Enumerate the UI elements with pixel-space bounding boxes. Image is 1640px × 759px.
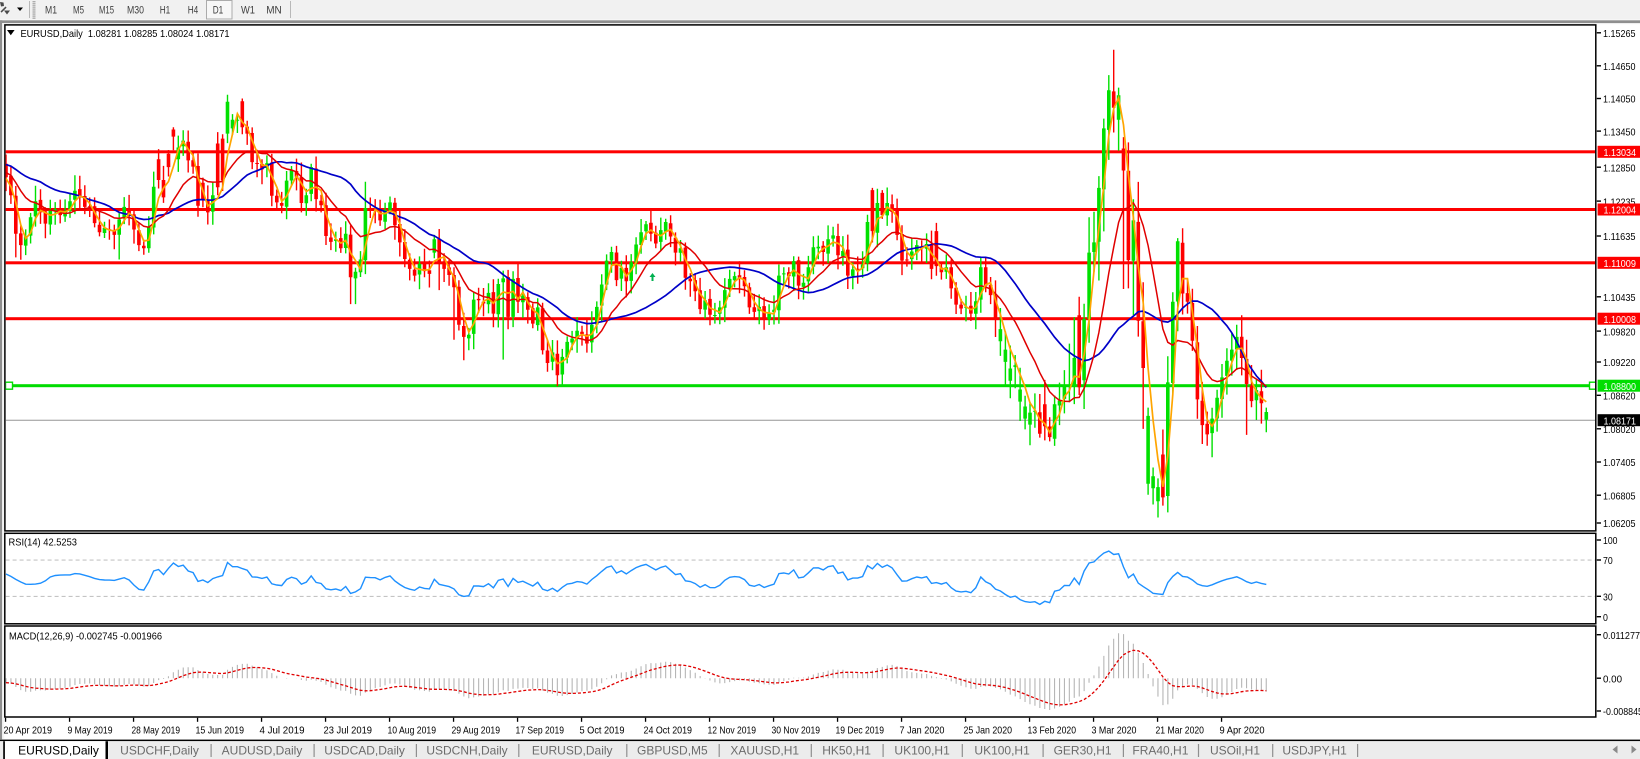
svg-text:24 Oct 2019: 24 Oct 2019 [644, 724, 693, 736]
svg-text:0: 0 [1603, 612, 1608, 624]
svg-text:XAUUSD,H1: XAUUSD,H1 [730, 743, 799, 757]
svg-text:M30: M30 [127, 5, 144, 17]
svg-text:12 Nov 2019: 12 Nov 2019 [708, 724, 757, 736]
svg-text:H1: H1 [160, 5, 171, 17]
svg-text:USDCAD,Daily: USDCAD,Daily [324, 743, 405, 757]
svg-text:1.10008: 1.10008 [1604, 314, 1637, 326]
svg-text:-0.008845: -0.008845 [1603, 706, 1640, 718]
svg-text:1.14650: 1.14650 [1603, 61, 1636, 73]
svg-text:1.06805: 1.06805 [1603, 490, 1636, 502]
svg-text:D1: D1 [213, 5, 224, 17]
svg-text:EURUSD,Daily: EURUSD,Daily [18, 743, 99, 757]
svg-text:HK50,H1: HK50,H1 [822, 743, 871, 757]
svg-text:1.15265: 1.15265 [1603, 28, 1636, 40]
svg-text:USDJPY,H1: USDJPY,H1 [1282, 743, 1347, 757]
svg-text:4 Jul 2019: 4 Jul 2019 [260, 724, 305, 736]
svg-text:1.11635: 1.11635 [1603, 231, 1636, 243]
svg-text:20 Apr 2019: 20 Apr 2019 [4, 724, 53, 736]
svg-text:GBPUSD,M5: GBPUSD,M5 [637, 743, 708, 757]
svg-text:1.13034: 1.13034 [1604, 147, 1637, 159]
svg-text:UK100,H1: UK100,H1 [974, 743, 1030, 757]
svg-text:M5: M5 [73, 5, 84, 17]
svg-text:9 Apr 2020: 9 Apr 2020 [1220, 724, 1265, 736]
svg-text:1.10435: 1.10435 [1603, 292, 1636, 304]
svg-text:M1: M1 [45, 5, 57, 17]
svg-text:100: 100 [1603, 535, 1618, 547]
svg-text:19 Dec 2019: 19 Dec 2019 [836, 724, 885, 736]
svg-text:1.12850: 1.12850 [1603, 162, 1636, 174]
svg-text:1.06205: 1.06205 [1603, 518, 1636, 530]
svg-text:M15: M15 [99, 5, 114, 17]
svg-text:H4: H4 [188, 5, 199, 17]
svg-text:30 Nov 2019: 30 Nov 2019 [772, 724, 821, 736]
svg-text:1.08620: 1.08620 [1603, 391, 1636, 403]
svg-text:17 Sep 2019: 17 Sep 2019 [516, 724, 565, 736]
svg-text:EURUSD,Daily: EURUSD,Daily [532, 743, 613, 757]
svg-text:1.14050: 1.14050 [1603, 94, 1636, 106]
svg-text:RSI(14) 42.5253: RSI(14) 42.5253 [9, 536, 78, 548]
svg-text:W1: W1 [241, 5, 255, 17]
svg-text:3 Mar 2020: 3 Mar 2020 [1092, 724, 1137, 736]
svg-text:5 Oct 2019: 5 Oct 2019 [580, 724, 625, 736]
svg-text:1.11009: 1.11009 [1604, 258, 1637, 270]
svg-text:70: 70 [1603, 555, 1613, 567]
svg-text:GER30,H1: GER30,H1 [1054, 743, 1112, 757]
svg-text:MN: MN [266, 5, 282, 17]
svg-text:1.08800: 1.08800 [1604, 381, 1637, 393]
svg-text:1.09820: 1.09820 [1603, 326, 1636, 338]
svg-text:USDCNH,Daily: USDCNH,Daily [426, 743, 507, 757]
svg-text:1.08020: 1.08020 [1603, 424, 1636, 436]
svg-text:1.13450: 1.13450 [1603, 126, 1636, 138]
svg-text:1.09220: 1.09220 [1603, 357, 1636, 369]
svg-text:USDCHF,Daily: USDCHF,Daily [120, 743, 199, 757]
svg-text:10 Aug 2019: 10 Aug 2019 [388, 724, 437, 736]
svg-text:1.08171: 1.08171 [1604, 415, 1637, 427]
svg-text:0.011277: 0.011277 [1603, 630, 1640, 642]
svg-text:21 Mar 2020: 21 Mar 2020 [1156, 724, 1205, 736]
svg-text:9 May 2019: 9 May 2019 [68, 724, 113, 736]
svg-text:13 Feb 2020: 13 Feb 2020 [1028, 724, 1077, 736]
svg-text:MACD(12,26,9) -0.002745 -0.001: MACD(12,26,9) -0.002745 -0.001966 [9, 630, 162, 642]
svg-text:UK100,H1: UK100,H1 [894, 743, 950, 757]
svg-text:29 Aug 2019: 29 Aug 2019 [452, 724, 501, 736]
svg-text:7 Jan 2020: 7 Jan 2020 [900, 724, 945, 736]
svg-text:USOil,H1: USOil,H1 [1210, 743, 1260, 757]
svg-text:15 Jun 2019: 15 Jun 2019 [196, 724, 245, 736]
svg-text:25 Jan 2020: 25 Jan 2020 [964, 724, 1013, 736]
svg-text:AUDUSD,Daily: AUDUSD,Daily [222, 743, 303, 757]
svg-text:EURUSD,Daily 1.08281 1.08285: EURUSD,Daily 1.08281 1.08285 1.08024 1.0… [21, 28, 230, 40]
svg-text:0.00: 0.00 [1603, 673, 1622, 685]
svg-text:1.12004: 1.12004 [1604, 205, 1637, 217]
svg-text:1.07405: 1.07405 [1603, 457, 1636, 469]
svg-text:30: 30 [1603, 592, 1613, 604]
svg-text:28 May 2019: 28 May 2019 [132, 724, 181, 736]
svg-text:FRA40,H1: FRA40,H1 [1132, 743, 1188, 757]
svg-text:23 Jul 2019: 23 Jul 2019 [324, 724, 373, 736]
